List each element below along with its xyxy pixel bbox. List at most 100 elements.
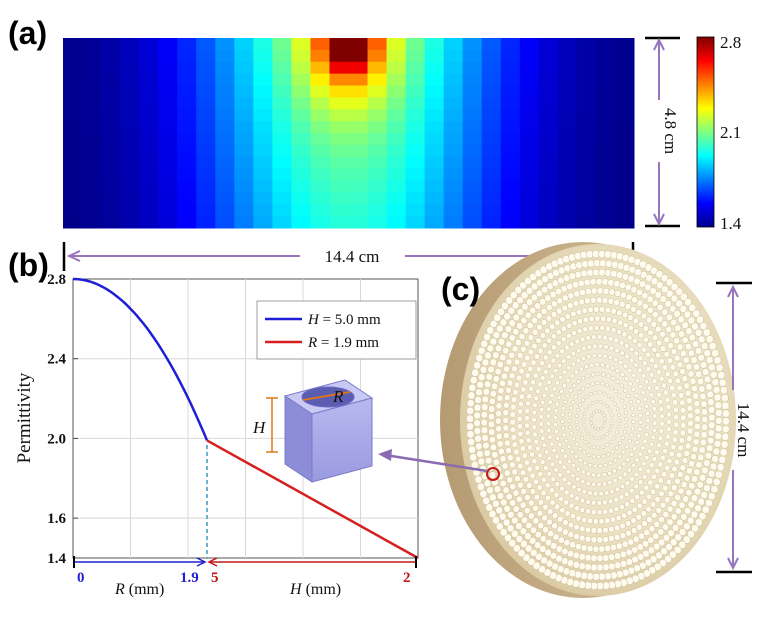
disc-hole [654, 291, 662, 299]
heatmap-cell [348, 61, 369, 75]
heatmap-cell [291, 204, 311, 217]
disc-hole [691, 524, 699, 533]
disc-hole [666, 426, 672, 433]
disc-hole [520, 540, 528, 548]
heatmap-cell [63, 204, 83, 217]
disc-hole [595, 371, 601, 377]
disc-hole [656, 369, 662, 376]
disc-hole [621, 331, 628, 338]
disc-hole [610, 516, 616, 523]
heatmap-cell [519, 168, 540, 181]
disc-hole [496, 440, 504, 448]
disc-hole [641, 346, 647, 353]
disc-hole [656, 303, 664, 312]
disc-hole [544, 494, 551, 502]
disc-hole [678, 330, 685, 338]
disc-hole [654, 467, 661, 474]
heatmap-cell [405, 73, 426, 86]
disc-hole [642, 540, 650, 548]
disc-hole [531, 316, 538, 324]
disc-hole [656, 339, 663, 347]
heatmap-cell [177, 133, 197, 146]
disc-hole [582, 326, 588, 333]
disc-hole [605, 325, 611, 332]
disc-hole [516, 296, 524, 305]
heatmap-cell [158, 156, 178, 170]
disc-hole [539, 428, 545, 434]
disc-hole [550, 357, 556, 364]
heatmap-cell [120, 73, 140, 86]
disc-hole [614, 561, 622, 570]
disc-hole [584, 427, 588, 432]
disc-hole [515, 535, 524, 543]
heatmap-cell [120, 168, 140, 181]
disc-hole [657, 399, 664, 405]
disc-hole [586, 344, 592, 350]
disc-hole [687, 412, 694, 420]
disc-hole [660, 454, 666, 461]
heatmap-cell [481, 38, 502, 51]
disc-hole [700, 431, 708, 439]
heatmap-cell [82, 121, 102, 134]
disc-hole [473, 419, 481, 428]
disc-hole [661, 285, 669, 294]
disc-hole [613, 402, 618, 406]
disc-hole [681, 375, 688, 382]
disc-hole [677, 315, 685, 324]
disc-hole [644, 283, 652, 292]
disc-hole [632, 338, 638, 344]
disc-hole [583, 460, 588, 466]
disc-hole [516, 352, 524, 359]
heatmap-cell [386, 85, 407, 98]
disc-hole [650, 434, 656, 441]
disc-hole [665, 325, 673, 333]
heatmap-cell [196, 73, 216, 86]
disc-hole [509, 426, 517, 433]
disc-hole [513, 381, 521, 389]
heatmap-cell [253, 121, 273, 134]
disc-hole [649, 441, 655, 448]
heatmap-cell [272, 180, 292, 193]
heatmap-cell [614, 73, 635, 86]
disc-hole [697, 353, 705, 362]
heatmap-cell [253, 73, 273, 86]
disc-hole [699, 473, 707, 482]
heatmap-cell [139, 73, 159, 86]
disc-hole [605, 432, 609, 437]
disc-hole [551, 522, 558, 530]
disc-hole [585, 373, 590, 379]
disc-hole [687, 420, 694, 427]
disc-hole [565, 378, 571, 383]
disc-hole [540, 307, 548, 315]
disc-hole [673, 421, 680, 428]
disc-hole [714, 401, 723, 410]
disc-hole [715, 409, 723, 417]
disc-hole [554, 481, 561, 487]
disc-hole [591, 472, 596, 478]
disc-hole [640, 373, 647, 379]
disc-hole [659, 330, 666, 338]
disc-hole [580, 469, 586, 475]
disc-hole [718, 455, 727, 464]
heatmap-cell [424, 85, 445, 98]
disc-hole [558, 374, 563, 380]
disc-hole [501, 331, 509, 340]
disc-hole [583, 278, 591, 287]
disc-hole [635, 309, 642, 316]
disc-hole [694, 504, 702, 513]
disc-hole [603, 421, 607, 425]
heatmap-cell [234, 133, 254, 146]
disc-hole [620, 560, 628, 568]
disc-hole [610, 449, 615, 454]
heatmap-cell [139, 192, 159, 205]
disc-hole [485, 456, 493, 465]
heatmap-cell [120, 156, 140, 170]
disc-hole [697, 453, 705, 462]
heatmap-cell [101, 121, 121, 134]
heatmap-cell [557, 168, 578, 181]
disc-hole [575, 308, 583, 316]
disc-hole [693, 430, 701, 438]
heatmap-cell [481, 109, 502, 122]
disc-hole [538, 421, 544, 427]
width-label: 14.4 cm [325, 247, 380, 266]
